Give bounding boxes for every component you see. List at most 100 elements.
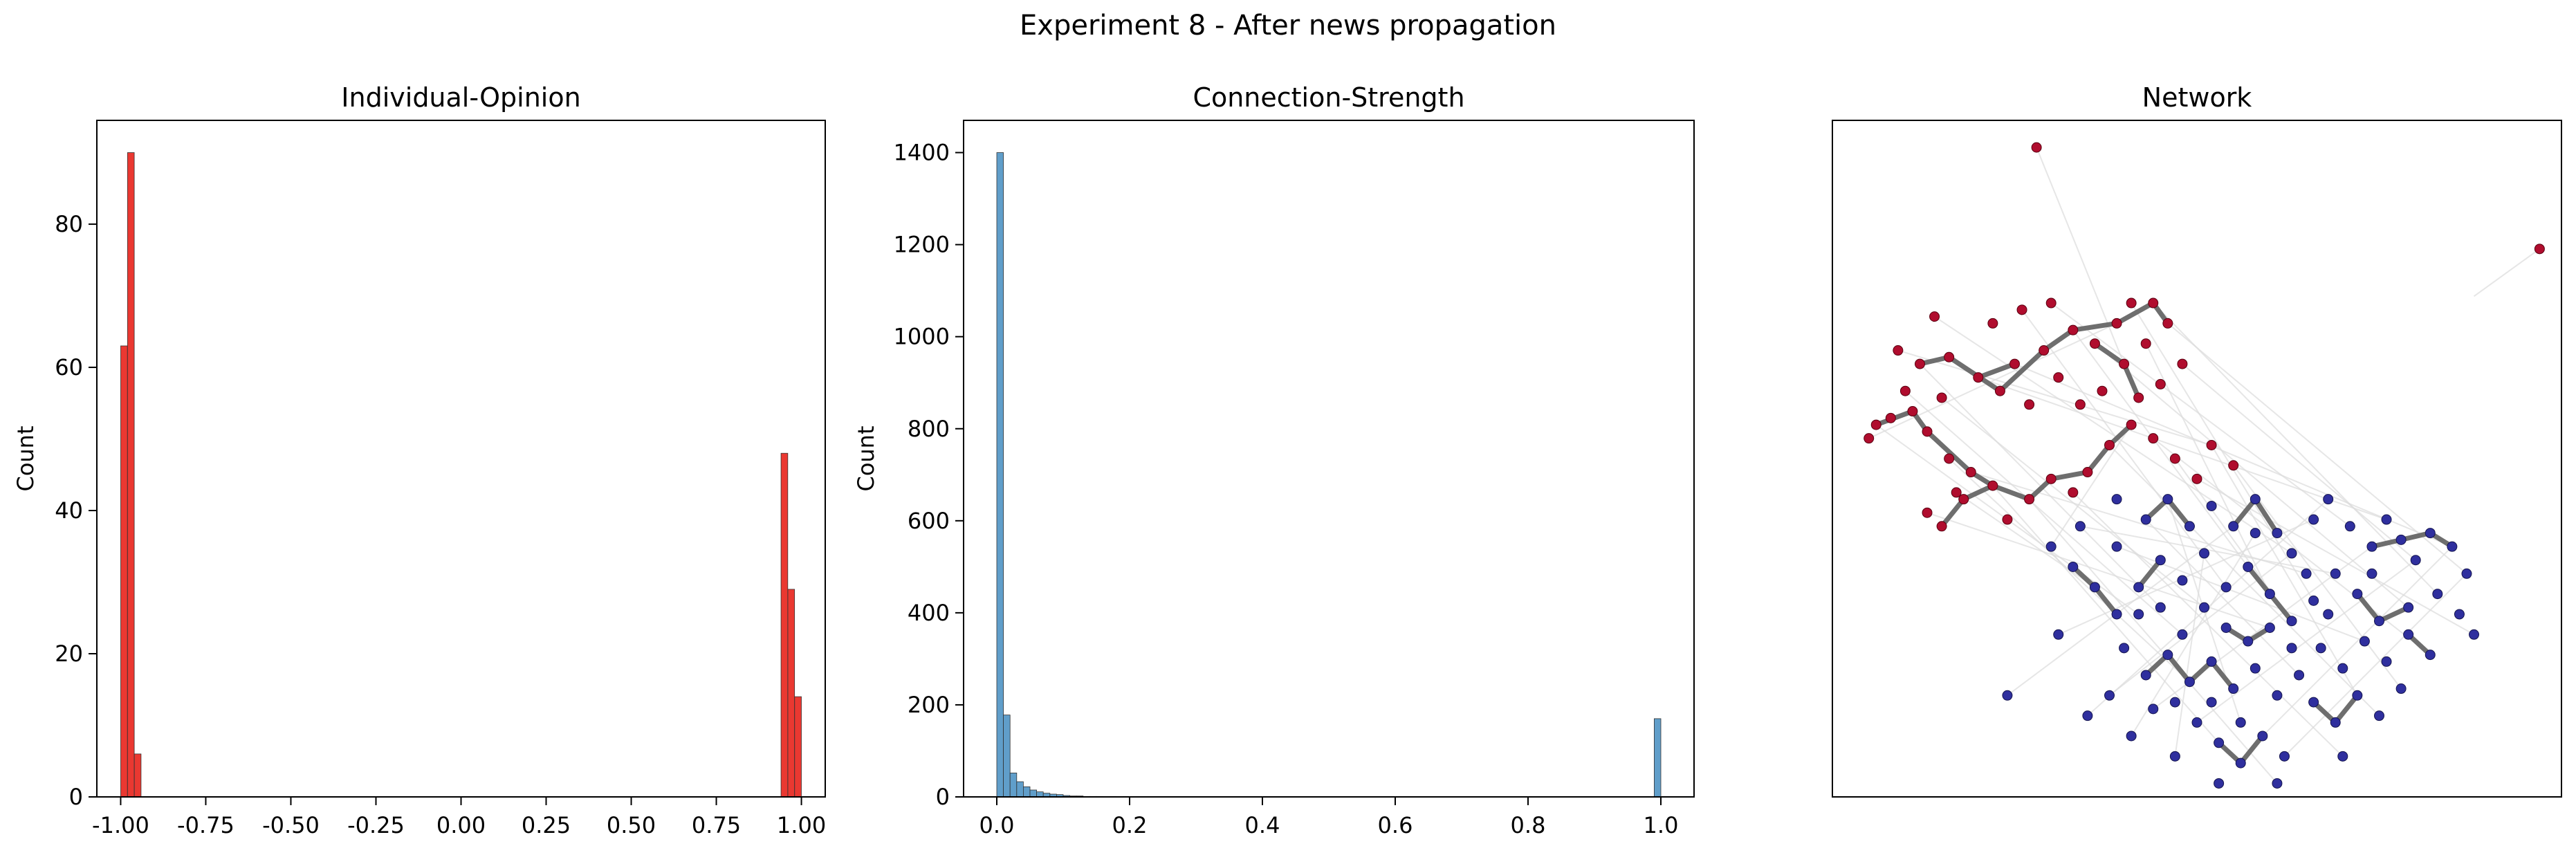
node-positive-opinion [2250, 663, 2261, 674]
weak-edge [2050, 424, 2132, 547]
y-tick-label: 20 [55, 641, 83, 667]
x-tick-label: 0.50 [607, 812, 656, 838]
node-negative-opinion [1994, 385, 2005, 396]
strong-edge [2238, 733, 2265, 766]
weak-edge [2014, 363, 2453, 548]
x-tick-label: -0.25 [347, 812, 405, 838]
node-positive-opinion [2337, 751, 2348, 762]
axes-frame [963, 120, 1695, 798]
node-positive-opinion [2133, 609, 2144, 620]
y-tick-label: 0 [69, 784, 83, 810]
weak-edge [2145, 343, 2271, 595]
node-positive-opinion [2366, 541, 2377, 552]
weak-edge [2473, 248, 2540, 297]
x-tick-label: -1.00 [92, 812, 149, 838]
node-positive-opinion [2235, 717, 2246, 728]
node-negative-opinion [2177, 358, 2188, 369]
node-positive-opinion [2403, 629, 2414, 640]
x-tick-label: 0.6 [1378, 812, 1413, 838]
node-positive-opinion [2454, 609, 2465, 620]
node-negative-opinion [2045, 297, 2057, 309]
x-tick-label: 0.25 [522, 812, 571, 838]
node-negative-opinion [2126, 419, 2137, 430]
node-positive-opinion [2082, 710, 2093, 721]
node-positive-opinion [2366, 568, 2377, 579]
node-positive-opinion [2184, 521, 2195, 532]
node-negative-opinion [1893, 345, 1904, 356]
histogram-bar [1023, 786, 1031, 798]
strong-edge [2165, 652, 2192, 685]
weak-edge [1992, 485, 2220, 744]
node-positive-opinion [2089, 582, 2100, 593]
node-positive-opinion [2074, 521, 2086, 532]
strong-edge [2377, 605, 2411, 624]
strong-edge [2092, 341, 2127, 367]
node-negative-opinion [2068, 487, 2079, 498]
weak-edge [2050, 302, 2350, 527]
x-tick-label: -0.50 [262, 812, 320, 838]
y-tick-label: 400 [908, 600, 950, 626]
node-positive-opinion [2352, 589, 2363, 600]
node-negative-opinion [2162, 318, 2173, 329]
y-axis-label: Count [12, 425, 39, 491]
weak-edge [2153, 302, 2438, 595]
node-positive-opinion [2294, 670, 2305, 681]
node-negative-opinion [2024, 399, 2035, 410]
node-negative-opinion [2039, 345, 2050, 356]
node-positive-opinion [2002, 690, 2013, 701]
weak-edge [1978, 376, 2387, 520]
strong-edge [2333, 692, 2360, 725]
node-negative-opinion [1987, 318, 1998, 329]
node-negative-opinion [2068, 324, 2079, 335]
node-positive-opinion [2264, 589, 2275, 600]
histogram-bar [1016, 781, 1024, 798]
node-positive-opinion [2308, 595, 2319, 606]
node-negative-opinion [1944, 351, 1955, 362]
y-tick-label: 200 [908, 692, 950, 718]
axes-frame [1832, 120, 2562, 798]
node-negative-opinion [2148, 297, 2159, 309]
weak-edge [1919, 363, 2162, 608]
strong-edge [1961, 483, 1996, 502]
node-positive-opinion [2177, 629, 2188, 640]
node-positive-opinion [2272, 690, 2283, 701]
node-negative-opinion [2074, 399, 2086, 410]
node-positive-opinion [2308, 697, 2319, 708]
y-tick-label: 0 [936, 784, 950, 810]
histogram-bar [794, 696, 802, 798]
node-positive-opinion [2308, 514, 2319, 525]
node-negative-opinion [2140, 338, 2151, 349]
node-positive-opinion [2395, 683, 2407, 695]
weak-edge [2283, 573, 2467, 757]
node-positive-opinion [2337, 663, 2348, 674]
weak-edge [2167, 322, 2467, 575]
node-positive-opinion [2111, 494, 2122, 505]
node-negative-opinion [1965, 467, 1976, 478]
strong-edge [1924, 429, 1974, 475]
node-negative-opinion [2045, 473, 2057, 484]
node-negative-opinion [1936, 521, 1947, 532]
node-positive-opinion [2119, 643, 2130, 654]
node-positive-opinion [2220, 623, 2232, 633]
node-positive-opinion [2133, 582, 2144, 593]
weak-edge [2232, 465, 2402, 690]
subplot-title: Network [2142, 82, 2252, 113]
node-negative-opinion [1907, 406, 1918, 417]
node-negative-opinion [2089, 338, 2100, 349]
node-positive-opinion [2323, 494, 2334, 505]
strong-edge [2267, 591, 2294, 624]
node-positive-opinion [2315, 643, 2326, 654]
node-negative-opinion [1864, 433, 1875, 444]
strong-edge [2231, 497, 2258, 529]
weak-edge [1926, 512, 2270, 629]
histogram-bar [127, 152, 135, 798]
weak-edge [1970, 471, 2307, 575]
node-positive-opinion [2425, 650, 2436, 661]
weak-edge [2021, 309, 2227, 588]
node-negative-opinion [2009, 358, 2020, 369]
histogram-bar [787, 589, 795, 798]
node-positive-opinion [2286, 643, 2297, 654]
node-positive-opinion [2162, 650, 2173, 661]
subplot-title: Connection-Strength [1193, 82, 1464, 113]
node-positive-opinion [2068, 561, 2079, 572]
